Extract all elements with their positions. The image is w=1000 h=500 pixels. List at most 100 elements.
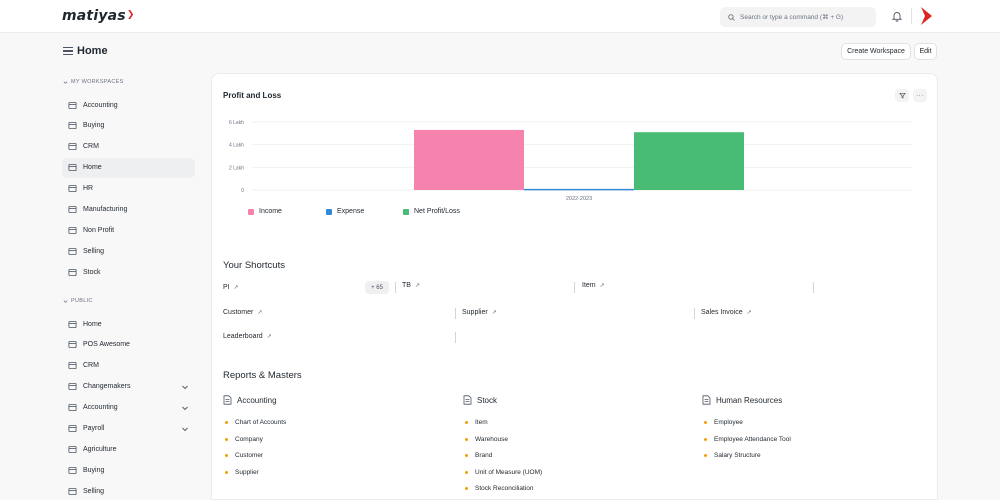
shortcut-supplier[interactable]: Supplier ↗ [462,309,497,316]
user-avatar-icon[interactable] [918,5,936,27]
arrow-up-right-icon: ↗ [599,283,605,289]
stock-icon [68,268,77,276]
sidebar-item-hr[interactable]: HR [62,179,195,199]
sidebar-toggle-icon[interactable] [63,47,73,55]
shortcut-count-badge[interactable]: + 65 [365,281,389,294]
sidebar-item-label: Buying [83,122,105,130]
sidebar-item-accounting[interactable]: Accounting [62,398,195,418]
sidebar-item-label: Home [83,320,102,328]
legend-item[interactable]: Income [248,208,282,215]
bar-net-profit-loss[interactable] [634,132,744,190]
navbar-divider [911,8,912,24]
create-workspace-button[interactable]: Create Workspace [841,43,911,60]
home-icon [68,164,77,172]
bullet-icon [465,421,468,424]
chevron-down-icon[interactable] [181,404,189,412]
shortcut-label: PI [223,284,230,291]
report-link[interactable]: Company [225,436,263,443]
sidebar-item-label: CRM [83,143,99,151]
sidebar-item-selling[interactable]: Selling [62,481,195,500]
shortcut-pi[interactable]: PI ↗ [223,284,239,291]
my-workspaces-header[interactable]: MY WORKSPACES [63,79,124,85]
sidebar-item-buying[interactable]: Buying [62,460,195,480]
sidebar-item-label: CRM [83,362,99,370]
shortcut-tb[interactable]: TB ↗ [402,282,420,289]
public-header[interactable]: PUBLIC [63,298,93,304]
report-link[interactable]: Employee Attendance Tool [704,436,791,443]
sidebar-item-crm[interactable]: CRM [62,137,195,157]
sidebar-item-label: Non Profit [83,226,115,234]
sidebar-item-label: HR [83,185,94,193]
sidebar-item-agriculture[interactable]: Agriculture [62,439,195,459]
report-link[interactable]: Chart of Accounts [225,419,286,426]
chart-menu-button[interactable]: ··· [913,89,927,102]
legend-item[interactable]: Net Profit/Loss [403,208,460,215]
report-link-label: Brand [475,452,493,460]
agriculture-icon [68,445,77,453]
sidebar-item-label: Buying [83,466,105,474]
legend-item[interactable]: Expense [326,208,364,215]
chevron-down-icon [63,299,68,303]
shortcut-item[interactable]: Item ↗ [582,282,605,289]
bar-expense[interactable] [524,188,634,191]
shortcut-leaderboard[interactable]: Leaderboard ↗ [223,333,272,340]
sidebar-item-changemakers[interactable]: Changemakers [62,377,195,397]
y-tick-label: 2 Lakh [229,165,244,171]
shortcut-customer[interactable]: Customer ↗ [223,309,262,316]
bar-income[interactable] [414,129,524,190]
bullet-icon [225,454,228,458]
report-link[interactable]: Unit of Measure (UOM) [465,469,542,476]
shortcut-label: Leaderboard [223,333,263,340]
bullet-icon [225,437,228,441]
report-link[interactable]: Employee [704,419,743,426]
logo-mark-icon: ❯ [126,10,135,20]
selling-icon [68,247,77,255]
report-link[interactable]: Item [465,419,488,426]
arrow-up-right-icon: ↗ [491,310,497,316]
report-group-title: Stock [477,395,498,405]
search-bar[interactable]: Search or type a command (⌘ + G) [720,7,876,27]
chart-filter-button[interactable] [895,89,909,102]
report-link[interactable]: Customer [225,452,263,459]
report-link[interactable]: Salary Structure [704,452,761,459]
y-tick-label: 6 Lakh [229,120,244,126]
sidebar-item-non-profit[interactable]: Non Profit [62,220,195,240]
report-link[interactable]: Supplier [225,469,259,476]
sidebar-item-manufacturing[interactable]: Manufacturing [62,200,195,220]
report-link[interactable]: Stock Reconciliation [465,485,534,492]
accounting-icon [68,404,77,412]
logo[interactable]: matiyas❯ [62,8,135,24]
sidebar-item-crm[interactable]: CRM [62,356,195,376]
report-link-label: Customer [235,452,264,460]
legend-label: Net Profit/Loss [414,208,460,215]
chevron-down-icon[interactable] [181,425,189,433]
sidebar-item-accounting[interactable]: Accounting [62,95,195,115]
sidebar-item-label: Accounting [83,404,118,412]
edit-button[interactable]: Edit [914,43,937,60]
sidebar-item-pos-awesome[interactable]: POS Awesome [62,335,195,355]
sidebar-item-home[interactable]: Home [62,157,195,178]
report-link[interactable]: Brand [465,452,492,459]
buying-icon [68,122,77,130]
sidebar-item-home[interactable]: Home [62,314,195,334]
payroll-icon [68,424,77,433]
chevron-down-icon[interactable] [181,383,189,391]
shortcut-sales-invoice[interactable]: Sales Invoice ↗ [701,309,752,316]
sidebar-item-selling[interactable]: Selling [62,241,195,261]
pos-icon [68,341,77,349]
shortcut-label: TB [402,282,411,289]
report-link-label: Chart of Accounts [235,419,287,426]
sidebar-item-buying[interactable]: Buying [62,116,195,136]
shortcut-divider [395,282,396,293]
y-tick-label: 0 [241,188,244,194]
profit-loss-chart: 0 2 Lakh 4 Lakh 6 Lakh 2022-2023 [229,120,912,202]
report-link-label: Supplier [235,468,259,476]
sidebar-item-stock[interactable]: Stock [62,262,195,282]
sidebar-item-label: Agriculture [83,445,117,453]
report-link[interactable]: Warehouse [465,436,508,443]
sidebar-item-label: Changemakers [83,383,131,391]
report-link-label: Salary Structure [714,452,761,460]
notification-bell-icon[interactable] [891,10,903,22]
bullet-icon [704,454,707,458]
sidebar-item-payroll[interactable]: Payroll [62,419,195,439]
